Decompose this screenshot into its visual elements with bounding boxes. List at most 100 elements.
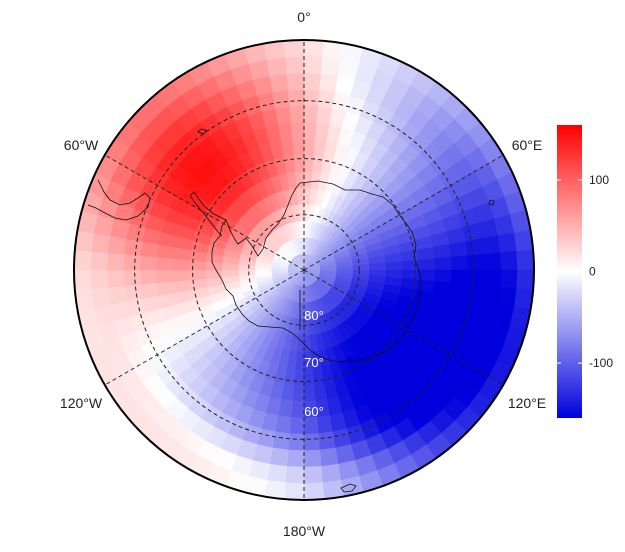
colorbar-tick-label: -100 (589, 356, 613, 370)
field-cell (303, 466, 323, 484)
latitude-circle (248, 214, 360, 326)
field-cell (205, 269, 223, 279)
meridian-line (303, 154, 504, 271)
field-cell (320, 56, 342, 77)
colorbar-tick-label: 0 (589, 265, 596, 279)
meridian-line (303, 269, 504, 386)
latitude-circle (192, 158, 416, 382)
south-america-tip (87, 179, 151, 221)
field-cell (287, 88, 305, 107)
field-cell (516, 269, 534, 291)
field-cell (90, 286, 111, 308)
field-cell (500, 269, 518, 289)
field-cell (266, 463, 288, 484)
field-cell (303, 121, 318, 140)
field-cell (369, 262, 387, 271)
field-cell (303, 482, 325, 500)
field-cell (122, 269, 141, 287)
latitude-circle (134, 100, 474, 440)
field-cell (449, 241, 468, 258)
field-cell (320, 463, 342, 484)
field-cell (107, 235, 127, 255)
field-cell (465, 238, 485, 257)
field-cell (319, 447, 339, 467)
field-cell (107, 285, 127, 305)
field-cell (221, 269, 239, 278)
field-cell (283, 482, 305, 500)
lat-label-60: 60° (304, 404, 324, 419)
field-cell (303, 56, 323, 74)
lat-label-70: 70° (304, 355, 324, 370)
field-cell (467, 269, 486, 287)
meridian-line (104, 154, 305, 271)
field-cell (289, 105, 305, 124)
field-cell (269, 447, 289, 467)
lon-label-60w: 60°W (64, 137, 99, 153)
field-cell (481, 285, 501, 305)
lon-label-120e: 120°E (508, 395, 546, 411)
field-cell (434, 269, 453, 284)
lat-label-80: 80° (304, 308, 324, 323)
field-cell (286, 449, 305, 468)
field-cell (122, 253, 141, 271)
field-cell (172, 269, 190, 282)
kerguelen-island (488, 199, 495, 206)
field-cell (90, 251, 108, 271)
field-cell (140, 282, 159, 299)
meridian-line (104, 269, 305, 386)
graticule (104, 40, 504, 500)
field-cell (269, 73, 289, 93)
field-cell (303, 105, 319, 124)
field-cell (290, 121, 305, 140)
field-cell (290, 400, 305, 419)
field-cell (418, 258, 436, 271)
south-georgia (197, 128, 207, 135)
field-cell (497, 286, 518, 308)
field-cell (172, 258, 190, 271)
lon-label-120w: 120°W (60, 395, 103, 411)
field-cell (74, 269, 92, 291)
field-cell (272, 89, 291, 109)
lon-label-180w: 180°W (283, 523, 326, 539)
field-cell (292, 138, 305, 156)
field-cell (188, 269, 207, 281)
field-cell (450, 269, 469, 285)
field-cell (481, 235, 501, 255)
field-cell (500, 251, 518, 271)
field-cell (285, 56, 305, 74)
field-cell (497, 232, 518, 254)
field-cell (283, 40, 305, 58)
field-cell (90, 232, 111, 254)
field-cell (303, 138, 316, 156)
field-cell (483, 269, 502, 288)
field-cell (467, 253, 486, 271)
field-cell (303, 433, 321, 452)
field-cell (303, 449, 322, 468)
antarctic-peninsula (189, 191, 227, 237)
colorbar-gradient (557, 125, 582, 418)
field-cell (516, 249, 534, 271)
field-cell (483, 252, 502, 271)
field-cell (286, 72, 305, 91)
lon-label-60e: 60°E (512, 137, 543, 153)
colorbar: 100 0 -100 (557, 125, 613, 418)
field-cell (275, 106, 292, 125)
field-cell (106, 252, 125, 271)
new-zealand-island (340, 483, 357, 493)
field-cell (319, 73, 339, 93)
field-cell (74, 249, 92, 271)
field-cell (266, 56, 288, 77)
colorbar-tick-label: 100 (589, 173, 609, 187)
anomaly-field (74, 40, 534, 500)
field-cell (295, 171, 305, 189)
field-cell (139, 269, 158, 285)
field-cell (303, 416, 319, 435)
map-frame (73, 39, 535, 501)
field-cell (285, 466, 305, 484)
field-cell (292, 384, 305, 402)
field-cell (303, 384, 316, 402)
field-cell (296, 187, 305, 205)
field-cell (434, 256, 453, 271)
field-cell (303, 40, 325, 58)
